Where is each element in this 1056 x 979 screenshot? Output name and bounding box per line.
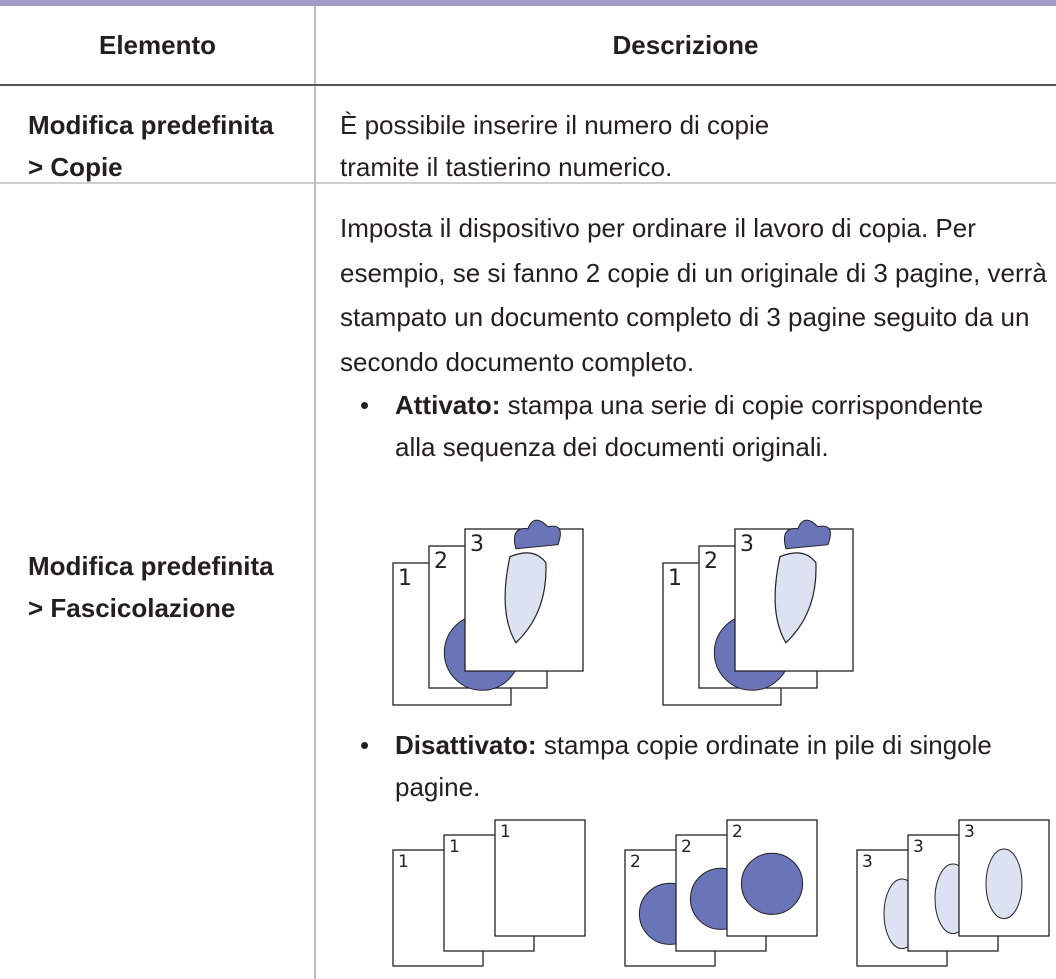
bullet: Disattivato: stampa copie ordinate in pi… <box>395 724 1020 808</box>
description: Imposta il dispositivo per ordinare il l… <box>340 213 1047 377</box>
header-cell: Elemento <box>98 30 217 60</box>
page-number: 2 <box>630 852 641 872</box>
bullet-mark: • <box>360 390 370 420</box>
carrot-leaves <box>513 519 561 550</box>
carrot <box>504 552 547 644</box>
item-line: Modifica predefinita <box>28 551 274 581</box>
item-cell: Modifica predefinita > Fascicolazione <box>28 545 274 629</box>
top-rule <box>0 0 1056 6</box>
carrot <box>774 552 817 644</box>
item-line: > Fascicolazione <box>28 593 236 623</box>
page-number: 3 <box>964 822 975 842</box>
description: È possibile inserire il numero di copie … <box>340 110 770 182</box>
carrot <box>985 848 1023 920</box>
page-number: 2 <box>704 549 718 574</box>
carrot-leaves <box>783 519 831 550</box>
bullet-text: stampa copie ordinate in pile di singole… <box>395 730 992 802</box>
page-number: 1 <box>398 566 412 591</box>
page-number: 1 <box>500 822 511 842</box>
page-number: 3 <box>740 532 754 557</box>
header-cell: Descrizione <box>612 30 759 60</box>
page-number: 2 <box>434 549 448 574</box>
bullet-term: Disattivato: <box>395 730 537 760</box>
page-number: 3 <box>913 837 924 857</box>
page <box>494 819 586 937</box>
page-number: 1 <box>668 566 682 591</box>
page-number: 1 <box>398 852 409 872</box>
bullet-text: stampa una serie di copie corrispondente… <box>395 390 984 462</box>
page-number: 2 <box>732 822 743 842</box>
bullet-mark: • <box>360 730 370 760</box>
page-number: 1 <box>449 837 460 857</box>
page-number: 2 <box>681 837 692 857</box>
page-number: 3 <box>470 532 484 557</box>
bullet-term: Attivato: <box>395 390 501 420</box>
bullet: Attivato: stampa una serie di copie corr… <box>395 384 1015 468</box>
page-number: 3 <box>862 852 873 872</box>
item-cell: Modifica predefinita > Copie <box>28 104 274 188</box>
apple <box>740 852 804 915</box>
item-line: Modifica predefinita <box>28 110 274 140</box>
item-line: > Copie <box>28 152 123 182</box>
